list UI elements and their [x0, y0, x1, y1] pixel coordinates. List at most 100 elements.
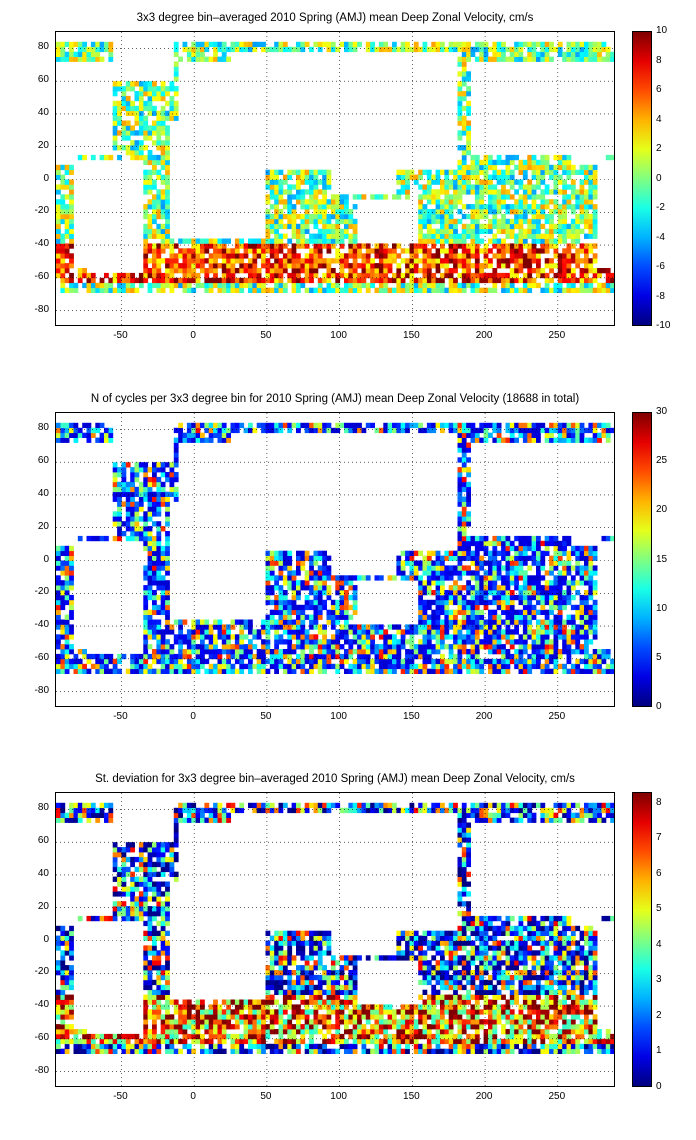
heatmap-cell	[248, 248, 253, 254]
heatmap-cell	[322, 263, 327, 269]
heatmap-cell	[186, 432, 192, 438]
heatmap-cell	[248, 258, 253, 264]
heatmap-cell	[588, 668, 594, 674]
heatmap-cell	[553, 164, 559, 171]
heatmap-cell	[165, 125, 170, 131]
heatmap-cell	[352, 268, 358, 274]
heatmap-cell	[605, 535, 611, 542]
heatmap-cell	[466, 150, 471, 156]
heatmap-cell	[553, 422, 559, 429]
heatmap-cell	[378, 258, 384, 264]
heatmap-cell	[592, 223, 598, 230]
heatmap-cell	[243, 41, 249, 48]
heatmap-cell	[348, 218, 354, 225]
heatmap-cell	[86, 56, 92, 62]
heatmap-cell	[457, 442, 463, 448]
heatmap-cell	[387, 253, 393, 259]
heatmap-cell	[252, 272, 258, 279]
heatmap-cell	[536, 213, 541, 220]
heatmap-cell	[309, 233, 314, 239]
heatmap-cell	[221, 668, 227, 674]
heatmap-cell	[549, 238, 554, 244]
heatmap-cell	[466, 590, 471, 596]
heatmap-cell	[152, 619, 157, 625]
heatmap-cell	[610, 282, 614, 289]
heatmap-cell	[112, 516, 118, 522]
heatmap-cell	[418, 209, 423, 215]
heatmap-cell	[165, 570, 170, 576]
heatmap-cell	[474, 213, 480, 220]
heatmap-cell	[173, 457, 179, 463]
heatmap-cell	[492, 194, 498, 200]
heatmap-cell	[313, 658, 319, 665]
heatmap-cell	[553, 560, 559, 566]
heatmap-cell	[309, 560, 314, 566]
heatmap-cell	[117, 145, 122, 151]
heatmap-cell	[365, 624, 371, 630]
heatmap-cell	[496, 560, 502, 566]
heatmap-cell	[352, 258, 358, 264]
heatmap-cell	[392, 272, 397, 279]
heatmap-cell	[165, 649, 170, 655]
heatmap-cell	[182, 653, 188, 660]
heatmap-cell	[575, 668, 581, 674]
heatmap-cell	[169, 668, 175, 674]
heatmap-cell	[156, 95, 162, 102]
heatmap-cell	[287, 248, 293, 254]
heatmap-cell	[536, 580, 541, 586]
heatmap-cell	[422, 258, 428, 264]
heatmap-cell	[405, 263, 410, 269]
heatmap-cell	[309, 590, 314, 596]
colorbar-tick-label: -2	[656, 202, 665, 213]
heatmap-cell	[470, 604, 476, 611]
heatmap-cell	[69, 209, 74, 215]
heatmap-cell	[557, 540, 563, 547]
heatmap-cell	[165, 555, 170, 561]
heatmap-cell	[112, 491, 118, 497]
heatmap-cell	[309, 268, 314, 274]
heatmap-cell	[169, 287, 175, 293]
heatmap-cell	[160, 467, 166, 473]
heatmap-cell	[265, 575, 271, 581]
heatmap-cell	[378, 268, 384, 274]
heatmap-cell	[531, 560, 537, 566]
heatmap-cell	[492, 634, 498, 640]
heatmap-cell	[248, 668, 253, 674]
heatmap-cell	[457, 86, 463, 92]
heatmap-cell	[422, 243, 428, 249]
heatmap-cell	[549, 594, 554, 601]
heatmap-cell	[426, 277, 432, 284]
heatmap-cell	[239, 663, 245, 670]
heatmap-cell	[147, 531, 153, 537]
heatmap-cell	[152, 496, 157, 502]
heatmap-cell	[566, 223, 572, 230]
heatmap-cell	[422, 194, 428, 200]
heatmap-cell	[448, 233, 454, 239]
heatmap-cell	[584, 634, 589, 640]
heatmap-cell	[152, 110, 157, 116]
heatmap-cell	[265, 179, 271, 185]
heatmap-cell	[221, 658, 227, 665]
heatmap-cell	[584, 164, 589, 171]
heatmap-cell	[152, 268, 157, 274]
heatmap-cell	[156, 248, 162, 254]
heatmap-cell	[69, 599, 74, 606]
heatmap-cell	[313, 263, 319, 269]
heatmap-cell	[200, 639, 205, 645]
heatmap-cell	[204, 437, 210, 443]
heatmap-cell	[457, 575, 463, 581]
heatmap-cell	[208, 668, 214, 674]
heatmap-cell	[165, 228, 170, 234]
heatmap-cell	[274, 194, 279, 200]
heatmap-cell	[466, 179, 471, 185]
heatmap-cell	[309, 565, 314, 571]
heatmap-cell	[112, 535, 118, 542]
heatmap-cell	[418, 550, 423, 556]
heatmap-cell	[501, 663, 506, 670]
heatmap-cell	[601, 649, 607, 655]
heatmap-cell	[165, 179, 170, 185]
heatmap-cell	[579, 287, 585, 293]
heatmap-cell	[601, 422, 607, 429]
heatmap-cell	[261, 253, 266, 259]
heatmap-cell	[125, 86, 131, 92]
